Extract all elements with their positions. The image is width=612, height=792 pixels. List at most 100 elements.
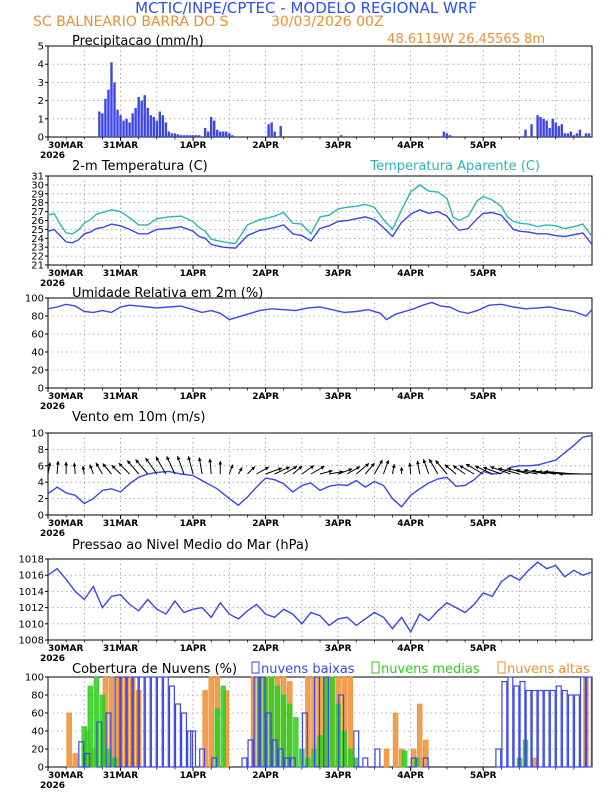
cloud-bar-nuvens-baixas (422, 757, 429, 768)
x-tick-label: 30MAR (48, 519, 83, 529)
y-tick-label: 24 (31, 234, 44, 245)
cloud-bar-nuvens-baixas (265, 712, 272, 768)
wind-arrow-head (285, 466, 290, 471)
y-tick-label: 0 (38, 763, 44, 774)
precip-bar (524, 129, 527, 137)
y-tick-label: 28 (31, 198, 44, 209)
series-line-1 (47, 561, 593, 634)
cloud-bar-nuvens-medias (281, 694, 287, 768)
precip-bar (101, 113, 104, 137)
cloud-bar-nuvens-medias (214, 708, 220, 768)
y-tick-label: 6 (38, 461, 44, 472)
precip-bar (167, 131, 171, 137)
precip-bar (569, 131, 573, 137)
x-tick-label: 31MAR (103, 392, 138, 402)
y-tick-label: 60 (31, 709, 44, 720)
wind-arrow-head (118, 463, 123, 467)
cloud-bar-nuvens-baixas (525, 689, 532, 768)
chart-title: Vento em 10m (m/s) (72, 410, 205, 425)
legend-label: nuvens altas (507, 662, 590, 677)
cloud-bar-nuvens-medias (99, 694, 106, 768)
x-tick-label: 5APR (470, 644, 497, 654)
cloud-bar-nuvens-medias (516, 757, 523, 768)
wind-arrow-head (490, 466, 495, 470)
wind-arrow-head (459, 465, 464, 469)
y-tick-label: 100 (25, 294, 44, 305)
y-tick-label: 3 (38, 78, 44, 89)
cloud-bar-nuvens-baixas (561, 689, 568, 768)
x-tick-label: 30MAR (48, 392, 83, 402)
y-tick-label: 29 (31, 189, 44, 200)
wind-arrow-head (370, 463, 375, 468)
cloud-bar-nuvens-baixas (259, 676, 266, 768)
precip-bar (188, 135, 192, 137)
wind-arrow-head (238, 467, 243, 472)
cloud-bar-nuvens-baixas (519, 680, 526, 768)
wind-arrow-head (391, 464, 396, 468)
cloud-bar-nuvens-baixas (96, 721, 103, 768)
precip-bar (219, 131, 222, 137)
x-tick-label: 4APR (397, 269, 424, 279)
y-tick-label: 2 (38, 494, 44, 505)
y-tick-label: 100 (25, 673, 44, 684)
wind-arrow-head (444, 464, 449, 469)
precip-bar (176, 134, 180, 137)
wind-arrow-head (365, 463, 369, 468)
cloud-bar-nuvens-medias (262, 676, 269, 768)
series-line-1 (47, 301, 593, 321)
precip-bar (134, 107, 137, 137)
x-tick-label: 4APR (397, 644, 424, 654)
wind-arrow-head (483, 466, 488, 471)
x-tick-label: 3APR (325, 771, 352, 781)
precip-bar (554, 122, 557, 137)
x-tick-label: 30MAR (48, 269, 83, 279)
x-tick-label: 5APR (470, 141, 497, 151)
x-tick-label: 5APR (470, 269, 497, 279)
precip-bar (182, 135, 186, 137)
precip-bar (273, 131, 276, 137)
wind-arrow-head (55, 461, 60, 465)
precip-bar (185, 135, 189, 137)
y-tick-label: 1014 (19, 587, 44, 598)
cloud-bar-nuvens-altas (66, 712, 72, 768)
precip-bar (125, 118, 128, 137)
cloud-bar-nuvens-medias (81, 726, 87, 768)
precip-bar (164, 122, 168, 137)
precip-bar (270, 122, 273, 137)
cloud-bar-nuvens-altas (423, 739, 429, 768)
x-tick-label: 30MAR (48, 644, 83, 654)
cloud-bar-nuvens-medias (311, 748, 317, 768)
chart-title: Pressao ao Nivel Medio do Mar (hPa) (72, 538, 309, 553)
precip-bar (194, 135, 198, 137)
cloud-bar-nuvens-medias (299, 748, 305, 768)
x-tick-label: 2APR (252, 519, 279, 529)
precip-bar (137, 96, 140, 137)
cloud-bar-nuvens-baixas (199, 748, 206, 768)
wind-arrow-head (145, 457, 150, 462)
wind-arrow-head (356, 466, 361, 471)
x-tick-label: 30MAR (48, 771, 83, 781)
precip-bar (179, 135, 183, 137)
precip-bar (279, 126, 282, 137)
y-tick-label: 22 (31, 252, 44, 263)
cloud-bar-nuvens-medias (293, 717, 299, 768)
precip-bar (225, 131, 228, 137)
y-tick-label: 40 (31, 727, 44, 738)
cloud-bar-nuvens-medias (347, 748, 353, 768)
cloud-bar-nuvens-baixas (144, 676, 151, 768)
precip-bar (213, 120, 216, 137)
precip-bar (113, 82, 116, 137)
wind-arrow-head (64, 461, 69, 466)
cloud-bar-nuvens-baixas (162, 676, 169, 768)
y-tick-label: 8 (38, 445, 44, 456)
cloud-bar-nuvens-baixas (353, 730, 360, 768)
cloud-bar-nuvens-altas (417, 703, 423, 768)
cloud-bar-nuvens-medias (220, 685, 227, 768)
cloud-bar-nuvens-baixas (374, 748, 381, 768)
cloud-bar-nuvens-baixas (555, 685, 562, 768)
wind-arrow-head (264, 466, 269, 471)
precip-bar (445, 133, 449, 137)
cloud-bar-nuvens-baixas (241, 757, 248, 768)
